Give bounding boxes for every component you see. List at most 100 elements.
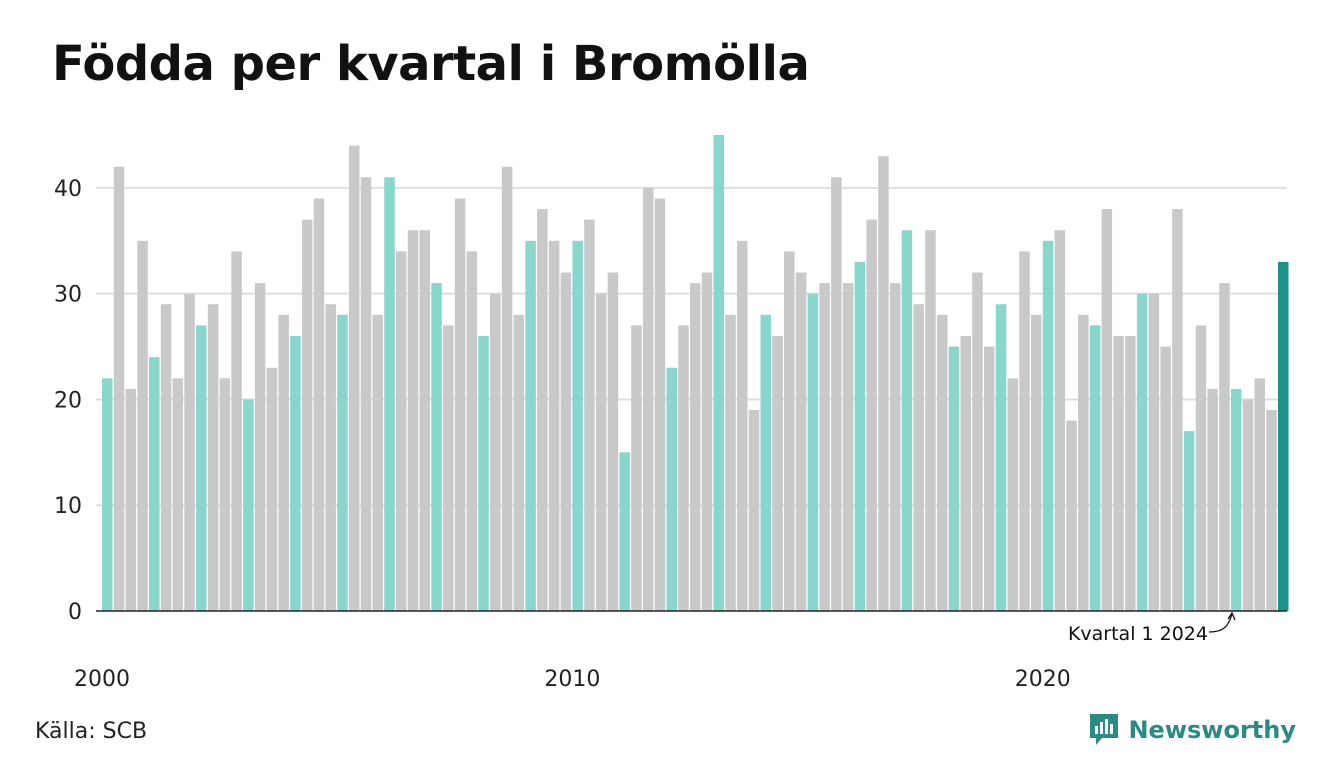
bar <box>172 378 184 611</box>
bar <box>360 177 372 611</box>
bar <box>337 314 348 611</box>
bar <box>125 388 137 611</box>
bar <box>102 378 113 611</box>
bar <box>1195 325 1207 611</box>
brand-logo: Newsworthy <box>1088 712 1296 748</box>
bar <box>560 272 572 611</box>
latest-annotation: Kvartal 1 2024 <box>1068 611 1236 645</box>
bar <box>1054 230 1066 611</box>
bar <box>972 272 983 611</box>
bar <box>478 335 489 611</box>
bar <box>737 240 748 611</box>
bar <box>1101 209 1113 612</box>
bar <box>501 166 513 612</box>
brand-name: Newsworthy <box>1128 716 1296 744</box>
bar <box>984 346 995 611</box>
bar <box>1113 335 1124 611</box>
bar <box>466 251 478 612</box>
y-tick-label: 40 <box>54 177 82 202</box>
bar <box>431 283 442 611</box>
bar <box>760 314 772 611</box>
bar <box>654 198 666 611</box>
bar <box>278 314 289 611</box>
bar <box>678 325 689 611</box>
bar <box>184 293 195 611</box>
bar <box>995 304 1007 611</box>
bar <box>490 293 501 611</box>
bar <box>631 325 642 611</box>
bar <box>454 198 466 611</box>
bar <box>713 135 725 611</box>
x-tick-label: 2020 <box>1015 667 1071 692</box>
bar <box>854 261 866 611</box>
bar <box>748 410 760 611</box>
y-tick-label: 10 <box>54 494 82 519</box>
bar <box>666 367 677 611</box>
x-tick-label: 2010 <box>544 667 600 692</box>
bar <box>113 166 125 612</box>
bar <box>1207 388 1218 611</box>
bar <box>642 187 654 611</box>
bar <box>301 219 313 611</box>
bar <box>313 198 325 611</box>
y-axis-ticks: 0 10 20 30 40 <box>54 177 82 625</box>
bar <box>348 145 360 611</box>
bar <box>1160 346 1171 611</box>
bar <box>831 177 842 611</box>
bar <box>513 314 525 611</box>
bar <box>795 272 807 611</box>
bar <box>784 251 795 612</box>
chart-title: Födda per kvartal i Bromölla <box>52 36 810 92</box>
bar <box>690 283 701 611</box>
bar <box>842 283 854 611</box>
bar <box>1219 283 1230 611</box>
bar <box>1148 293 1160 611</box>
bar <box>1007 378 1019 611</box>
bar <box>725 314 736 611</box>
bar <box>548 240 560 611</box>
bar <box>396 251 407 612</box>
bar <box>701 272 713 611</box>
bar <box>407 230 419 611</box>
bar <box>254 283 266 611</box>
bar <box>772 335 783 611</box>
bar <box>219 378 231 611</box>
bars <box>102 135 1289 612</box>
bar <box>196 325 207 611</box>
bar <box>231 251 242 612</box>
bar <box>1172 209 1183 612</box>
y-tick-label: 20 <box>54 388 82 413</box>
bar <box>572 240 583 611</box>
bar <box>1089 325 1101 611</box>
bar <box>889 283 901 611</box>
bar <box>819 283 830 611</box>
bar <box>1230 388 1242 611</box>
bar <box>925 230 936 611</box>
bar <box>1066 420 1077 611</box>
bar-chart: 0 10 20 30 40 2000 2010 2020 Kvartal 1 2024 <box>54 135 1289 692</box>
bar <box>149 357 160 611</box>
bar <box>1266 410 1277 611</box>
bar <box>1278 261 1289 611</box>
bar <box>595 293 607 611</box>
bar <box>1042 240 1054 611</box>
bar <box>325 304 336 611</box>
bar <box>1254 378 1265 611</box>
annotation-arrowhead <box>1227 611 1236 621</box>
bar <box>419 230 431 611</box>
bar <box>443 325 454 611</box>
bar <box>948 346 960 611</box>
bar <box>866 219 877 611</box>
bar <box>619 452 630 611</box>
bar <box>207 304 219 611</box>
bar <box>384 177 395 611</box>
bar <box>878 156 889 611</box>
x-axis-ticks: 2000 2010 2020 <box>74 667 1071 692</box>
bar <box>1031 314 1042 611</box>
bar <box>1078 314 1089 611</box>
annotation-arrow <box>1208 613 1233 633</box>
bar <box>137 240 148 611</box>
bar <box>372 314 383 611</box>
bar <box>160 304 172 611</box>
bar <box>607 272 619 611</box>
